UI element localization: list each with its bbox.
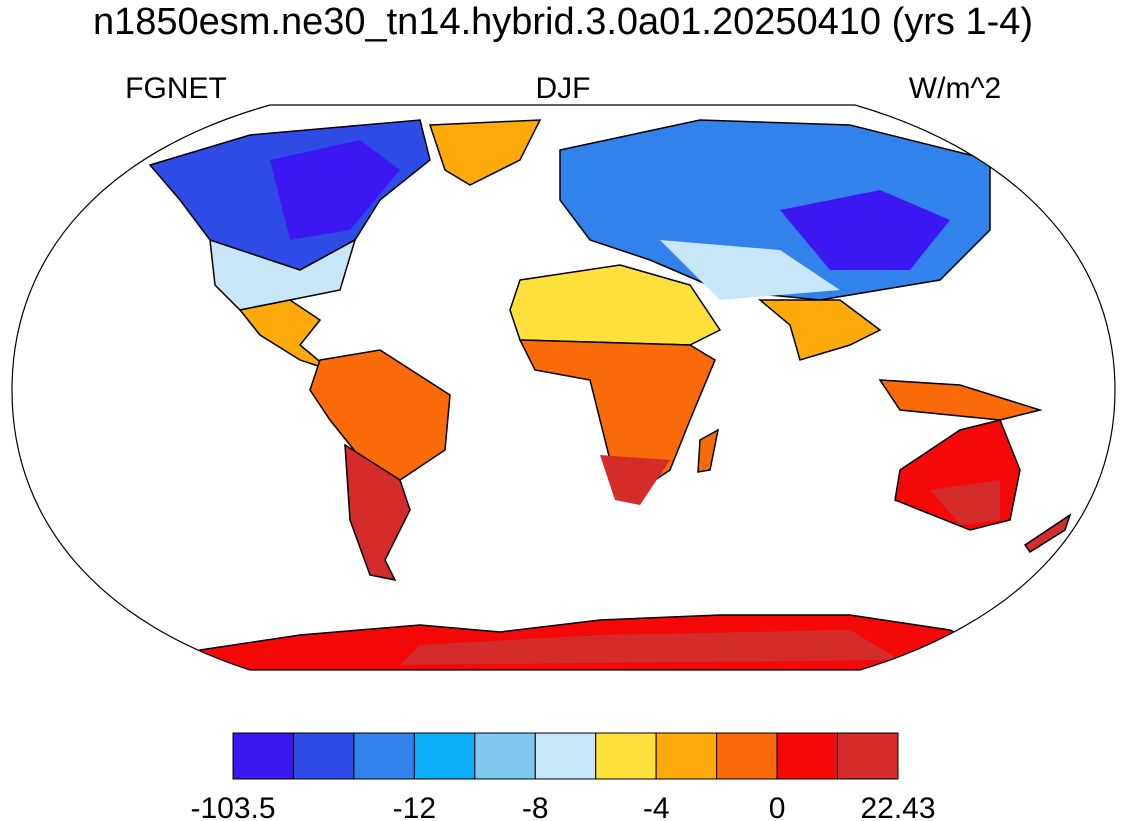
colorbar-box (474, 732, 536, 780)
south-africa (600, 455, 670, 505)
colorbar-box (413, 732, 476, 780)
antarctica-interior (400, 630, 900, 665)
left-label: FGNET (125, 72, 227, 105)
units-label: W/m^2 (909, 72, 1001, 105)
colorbar-label: -12 (393, 792, 436, 821)
central-asia (660, 240, 840, 300)
south-asia (757, 299, 882, 361)
south-america-south (344, 443, 411, 582)
colorbar-box (716, 732, 778, 780)
colorbar-label: 0 (769, 792, 786, 821)
greenland (428, 119, 542, 186)
colorbar-label: -8 (522, 792, 549, 821)
mexico (238, 299, 331, 371)
canada-core (270, 140, 400, 240)
north-africa (509, 264, 722, 346)
colorbar-label: 22.43 (860, 792, 935, 821)
colorbar-label: -103.5 (190, 792, 275, 821)
colorbar-box (837, 732, 899, 780)
map (148, 119, 1072, 670)
siberia-core (780, 190, 950, 270)
colorbar-box (353, 732, 415, 780)
colorbar-label: -4 (643, 792, 670, 821)
title: n1850esm.ne30_tn14.hybrid.3.0a01.2025041… (93, 1, 1033, 43)
colorbar-box (292, 732, 355, 780)
colorbar-box (232, 732, 294, 780)
south-america-north (309, 349, 451, 481)
colorbar-box (534, 732, 597, 780)
map-outline (11, 104, 1116, 671)
australia-south (930, 480, 1000, 525)
north-america-mid (209, 238, 357, 311)
colorbar: -103.5 -12 -8 -4 0 22.43 (190, 732, 936, 821)
colorbar-box (776, 732, 839, 780)
madagascar (697, 428, 720, 473)
center-label: DJF (536, 72, 591, 105)
colorbar-box (595, 732, 657, 780)
indonesia (878, 379, 1043, 421)
new-zealand (1023, 513, 1072, 554)
colorbar-box (655, 732, 718, 780)
